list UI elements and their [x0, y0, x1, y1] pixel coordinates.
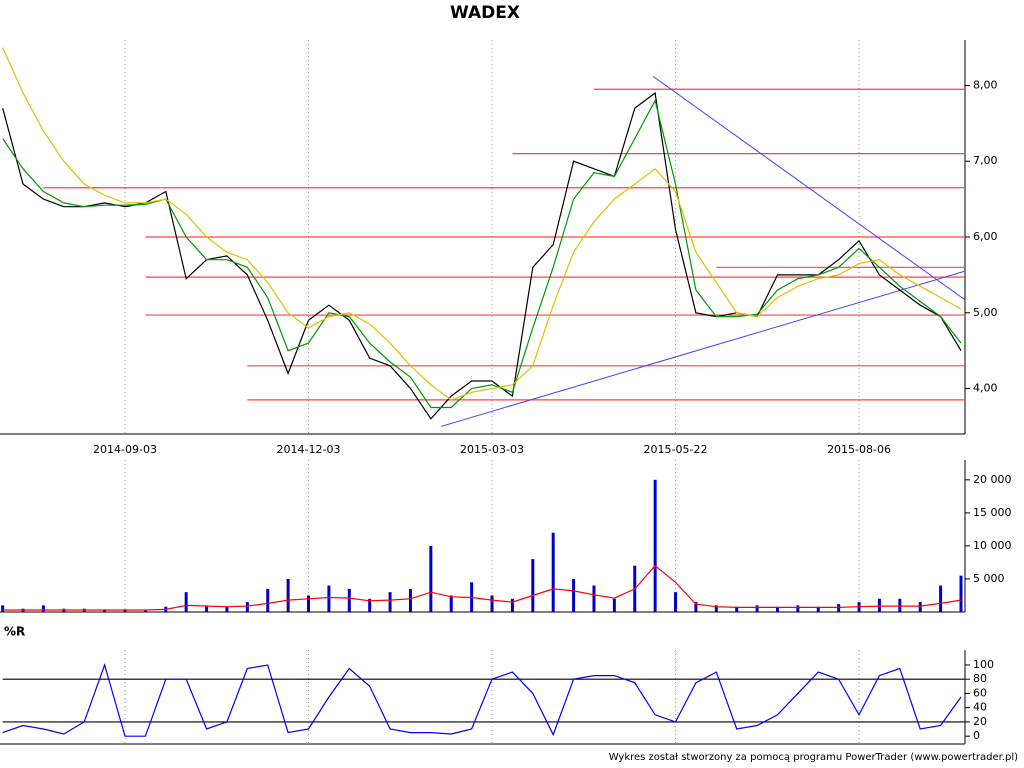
bar: [429, 545, 433, 612]
y-tick-label: 10 000: [973, 539, 1012, 552]
y-tick-label: 20: [973, 715, 987, 728]
bar: [877, 598, 881, 612]
bar: [755, 605, 759, 612]
bar: [551, 532, 555, 612]
bar: [266, 588, 270, 612]
y-tick-label: 8,00: [973, 78, 998, 91]
bar: [123, 609, 127, 612]
x-tick-label: 2014-12-03: [277, 443, 341, 456]
bar: [408, 588, 412, 612]
bar: [959, 575, 963, 612]
bar: [714, 605, 718, 612]
bar: [449, 595, 453, 612]
bar: [184, 592, 188, 612]
x-tick-label: 2015-08-06: [827, 443, 891, 456]
bar: [816, 606, 820, 612]
bar: [796, 605, 800, 612]
bar: [775, 606, 779, 612]
bar: [347, 588, 351, 612]
bar: [388, 592, 392, 612]
trend-line: [652, 75, 966, 301]
x-tick-label: 2015-05-22: [644, 443, 708, 456]
bar: [572, 578, 576, 612]
panel-title: %R: [4, 625, 25, 639]
bar: [612, 598, 616, 612]
series-line: [2, 98, 962, 409]
y-tick-label: 4,00: [973, 382, 998, 395]
bar: [735, 606, 739, 612]
bar: [307, 595, 311, 612]
bar: [245, 602, 249, 612]
bar: [286, 578, 290, 612]
bar: [225, 606, 229, 612]
y-tick-label: 5,00: [973, 306, 998, 319]
y-tick-label: 40: [973, 701, 987, 714]
bar: [41, 605, 45, 612]
bar: [674, 592, 678, 612]
y-tick-label: 6,00: [973, 230, 998, 243]
x-tick-label: 2015-03-03: [460, 443, 524, 456]
series-line: [2, 47, 962, 401]
bar: [694, 602, 698, 612]
bar: [490, 595, 494, 612]
y-tick-label: 15 000: [973, 506, 1012, 519]
bar: [143, 610, 147, 612]
bar: [327, 585, 331, 612]
series-line: [2, 91, 962, 420]
y-tick-label: 7,00: [973, 154, 998, 167]
bar: [898, 598, 902, 612]
bar: [939, 585, 943, 612]
chart-title: WADEX: [450, 3, 520, 23]
y-tick-label: 20 000: [973, 473, 1012, 486]
bar: [103, 610, 107, 612]
bar: [592, 585, 596, 612]
bar: [653, 479, 657, 612]
series-line: [2, 663, 962, 737]
series-line: [2, 564, 962, 611]
bar: [205, 605, 209, 612]
bar: [837, 604, 841, 612]
x-tick-label: 2014-09-03: [93, 443, 157, 456]
y-tick-label: 80: [973, 672, 987, 685]
y-tick-label: 100: [973, 658, 994, 671]
bar: [1, 605, 5, 612]
bar: [368, 598, 372, 612]
bar: [918, 602, 922, 612]
y-tick-label: 5 000: [973, 572, 1005, 585]
y-tick-label: 60: [973, 686, 987, 699]
bar: [531, 559, 535, 612]
y-tick-label: 0: [973, 729, 980, 742]
trend-line: [440, 270, 966, 427]
bar: [510, 598, 514, 612]
footer: Wykres został stworzony za pomocą progra…: [609, 752, 1018, 763]
